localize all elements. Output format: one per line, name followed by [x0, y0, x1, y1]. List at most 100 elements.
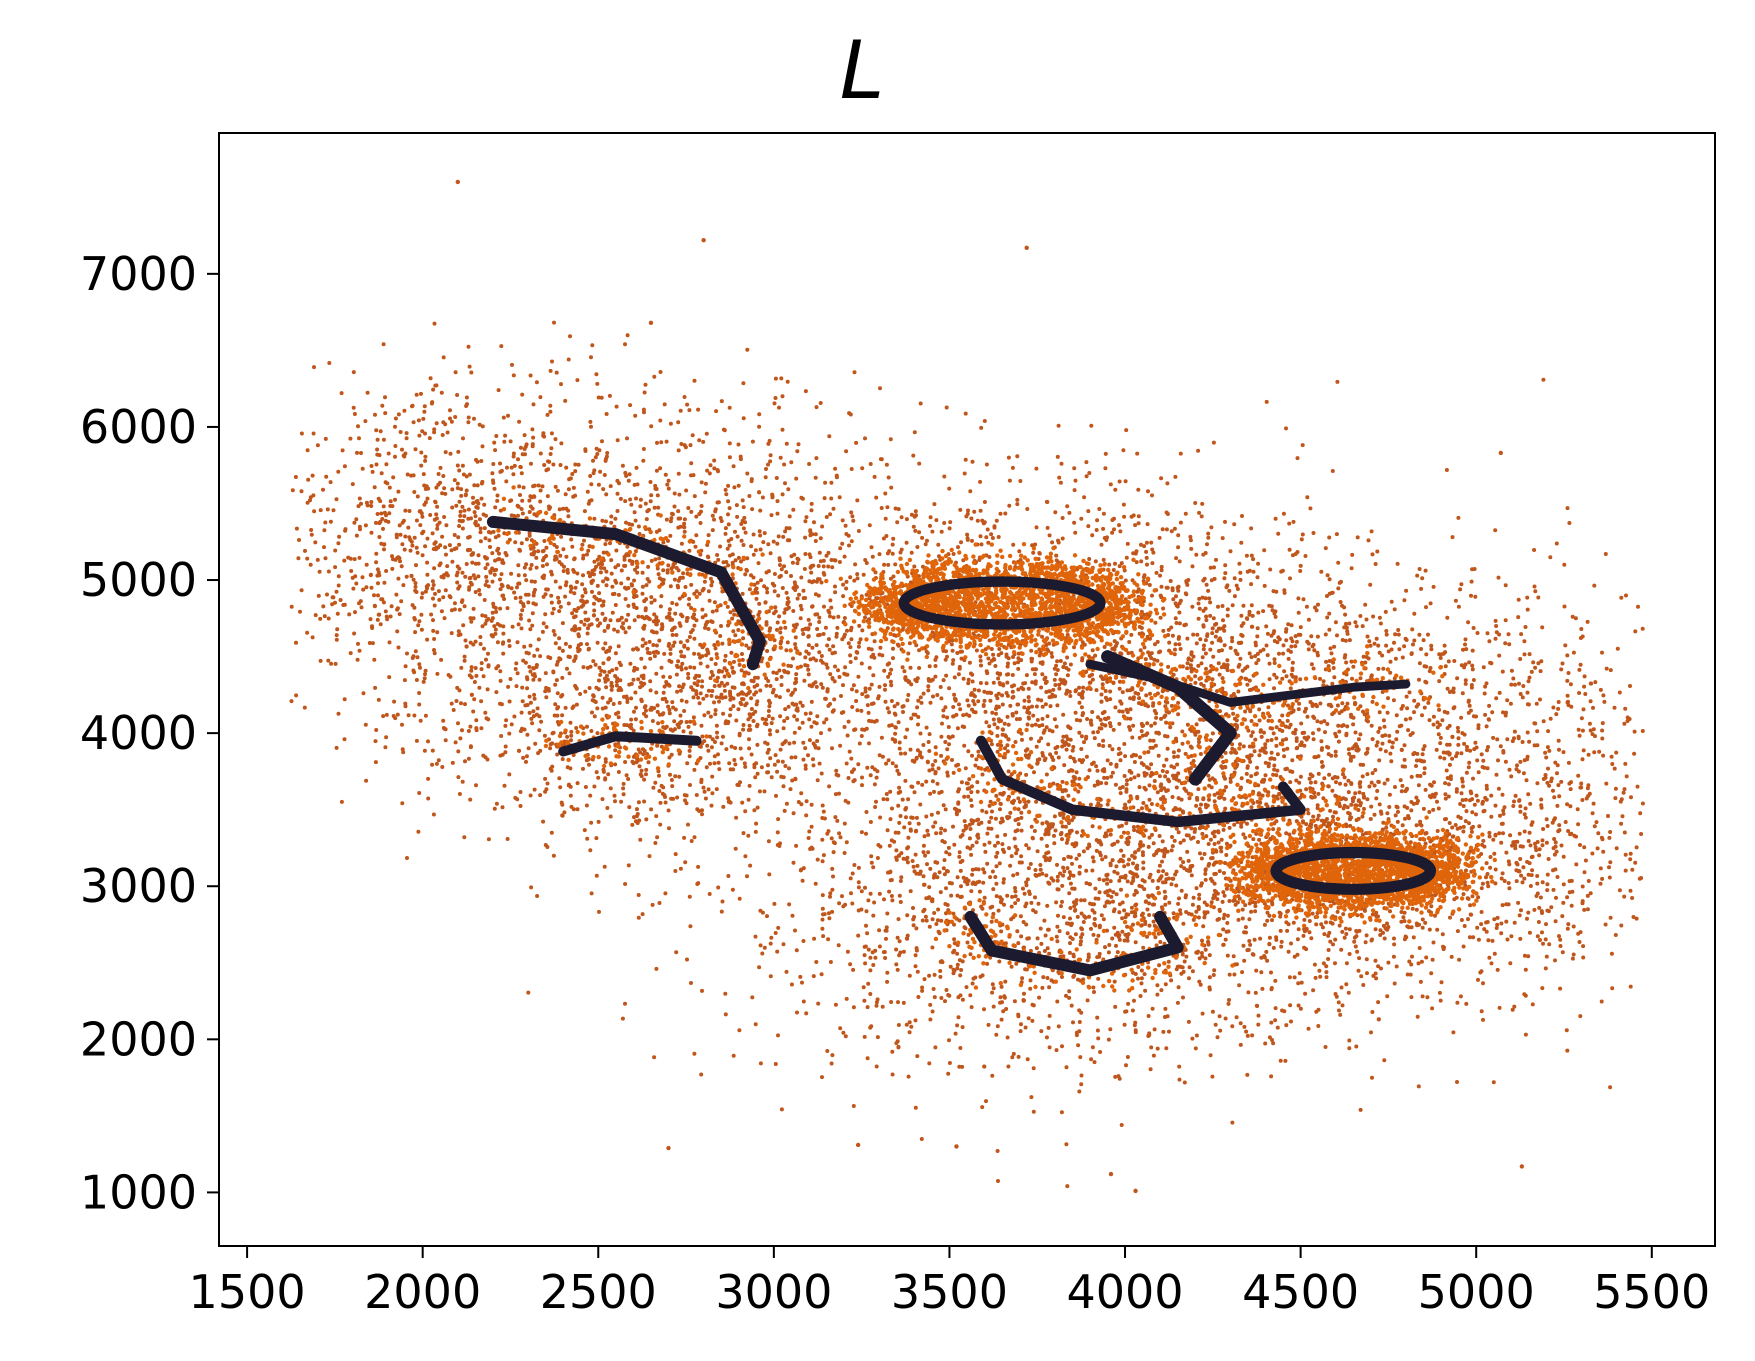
scatter-point	[1288, 576, 1292, 581]
scatter-point	[1286, 656, 1291, 661]
scatter-point	[430, 748, 435, 753]
scatter-point	[598, 621, 602, 626]
scatter-point	[1053, 683, 1058, 687]
scatter-point	[1299, 537, 1304, 542]
scatter-point	[563, 641, 568, 646]
scatter-point	[1132, 775, 1137, 780]
scatter-point	[522, 565, 527, 570]
scatter-point	[644, 583, 649, 588]
scatter-point	[1439, 652, 1444, 657]
scatter-point	[633, 413, 638, 418]
scatter-point	[1068, 694, 1073, 698]
scatter-point	[1176, 712, 1181, 717]
scatter-point	[676, 578, 681, 583]
scatter-point	[787, 741, 792, 746]
scatter-point	[1323, 546, 1328, 551]
scatter-point	[518, 595, 523, 600]
scatter-point	[1000, 702, 1005, 707]
scatter-point	[1437, 707, 1442, 712]
scatter-point	[431, 583, 436, 587]
scatter-point	[583, 590, 588, 595]
scatter-point	[962, 471, 967, 476]
scatter-point	[710, 513, 715, 518]
scatter-point	[1319, 760, 1324, 764]
scatter-point	[815, 612, 820, 617]
scatter-point	[336, 469, 341, 474]
scatter-point	[981, 703, 986, 707]
scatter-point	[646, 650, 650, 655]
scatter-point	[713, 708, 718, 713]
scatter-point	[874, 799, 878, 804]
scatter-point	[1221, 827, 1226, 832]
scatter-point	[835, 625, 840, 630]
scatter-point	[1158, 593, 1163, 598]
scatter-point	[927, 749, 932, 753]
scatter-point	[520, 699, 525, 704]
scatter-point	[499, 572, 504, 577]
scatter-point	[1408, 716, 1413, 721]
scatter-point	[1360, 624, 1365, 629]
scatter-point	[570, 472, 575, 476]
scatter-point	[432, 321, 437, 326]
scatter-point	[660, 622, 664, 627]
scatter-point	[336, 711, 341, 716]
scatter-point	[628, 403, 633, 408]
scatter-point	[897, 939, 902, 944]
scatter-point	[933, 745, 938, 750]
scatter-point	[1095, 1028, 1100, 1033]
scatter-point	[527, 531, 532, 535]
scatter-point	[739, 756, 744, 761]
scatter-point	[455, 393, 460, 397]
scatter-point	[1050, 654, 1055, 659]
scatter-point	[1118, 699, 1123, 704]
scatter-point	[669, 796, 674, 801]
scatter-point	[507, 699, 512, 704]
scatter-point	[463, 574, 468, 579]
scatter-point	[860, 466, 865, 471]
scatter-point	[436, 472, 441, 476]
scatter-point	[734, 815, 739, 820]
scatter-point	[803, 746, 808, 751]
scatter-point	[1267, 661, 1272, 666]
scatter-point	[912, 514, 917, 519]
scatter-point	[572, 591, 577, 596]
scatter-point	[751, 575, 756, 580]
scatter-point	[1025, 722, 1030, 727]
scatter-point	[1006, 769, 1011, 774]
scatter-point	[356, 641, 360, 646]
scatter-point	[1372, 783, 1377, 788]
scatter-point	[549, 431, 554, 436]
scatter-point	[714, 608, 719, 613]
scatter-point	[623, 585, 627, 590]
scatter-point	[492, 572, 497, 577]
scatter-point	[477, 422, 482, 427]
scatter-point	[898, 550, 903, 555]
scatter-point	[544, 545, 549, 550]
scatter-point	[814, 643, 819, 648]
scatter-point	[1072, 466, 1077, 471]
scatter-point	[834, 631, 839, 636]
scatter-point	[748, 715, 753, 719]
scatter-point	[573, 462, 578, 467]
scatter-point	[538, 395, 543, 400]
scatter-point	[1249, 582, 1254, 587]
scatter-point	[1118, 529, 1123, 534]
scatter-point	[520, 392, 525, 397]
scatter-point	[453, 740, 458, 745]
scatter-point	[783, 607, 788, 612]
scatter-point	[995, 742, 1000, 747]
scatter-point	[1466, 620, 1471, 625]
scatter-point	[835, 818, 840, 823]
scatter-point	[1197, 596, 1202, 601]
scatter-point	[585, 489, 590, 494]
scatter-point	[809, 802, 814, 807]
scatter-point	[789, 664, 793, 669]
scatter-point	[965, 537, 970, 542]
scatter-point	[531, 593, 536, 598]
scatter-point	[850, 705, 855, 709]
scatter-point	[571, 807, 576, 812]
scatter-point	[642, 390, 647, 395]
scatter-point	[587, 499, 592, 504]
scatter-point	[667, 755, 672, 760]
scatter-point	[943, 657, 948, 662]
